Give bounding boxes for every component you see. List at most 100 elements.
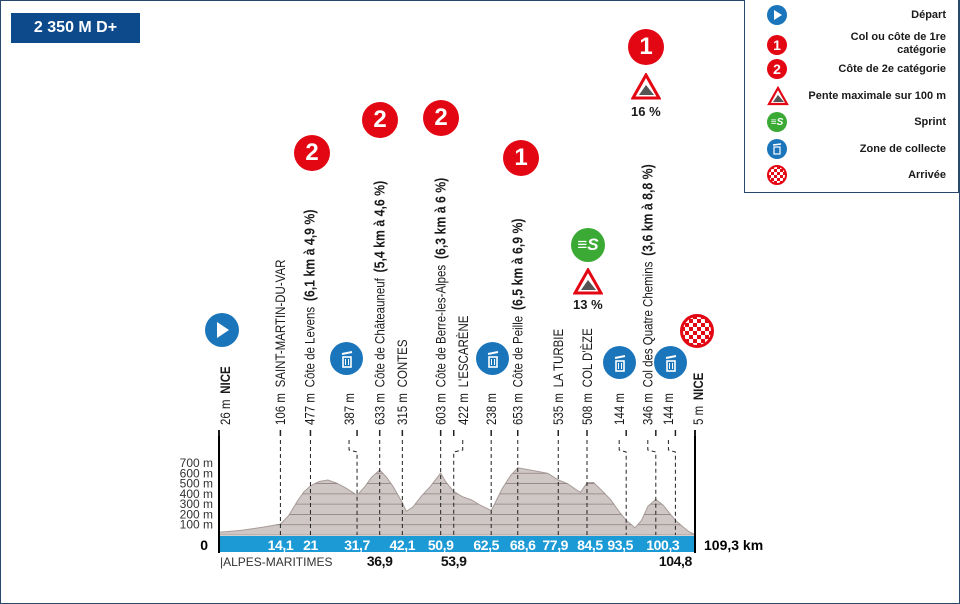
waypoint-altitude: 422 m [454,393,471,425]
max-slope-value: 13 % [573,297,603,312]
waypoint-dashed-line [453,440,464,535]
waypoint-altitude: 5 m [690,405,706,425]
waypoint-dashed-line [348,440,358,535]
y-tick-label: 700 m [180,456,213,470]
climb-cat1-icon: 1 [767,35,787,55]
waypoint-name: LA TURBIE [550,328,567,388]
climb-cat2-icon: 2 [423,100,459,136]
waypoint-altitude: 603 m [432,393,449,425]
waypoint-label-text: 633 m Côte de Châteauneuf (5,4 km à 4,6 %) [370,181,389,425]
legend-item-cat1: 1 Col ou côte de 1re catégorie [745,31,958,59]
legend-item-slope: Pente maximale sur 100 m [745,86,958,106]
km-label: 68,6 [510,537,536,553]
waypoint-altitude: 346 m [639,393,656,425]
waypoint-altitude: 477 m [301,393,318,425]
max-slope-icon [573,268,603,295]
waypoint-label-text: 5 m NICE [689,367,707,425]
collection-zone-icon [476,342,509,375]
collection-zone-icon [767,139,787,159]
km-label: 14,1 [268,537,294,553]
waypoint-name: Côte de Châteauneuf [371,278,388,388]
elevation-gain-badge: 2 350 M D+ [11,13,140,43]
y-tick-label: 100 m [180,518,213,532]
y-tick-label: 200 m [180,507,213,521]
waypoint-name: L'ESCARÈNE [454,315,471,388]
km-label: 62,5 [473,537,499,553]
km-label: 53,9 [441,553,467,569]
waypoint-name: NICE [690,372,706,401]
max-slope-icon [767,86,789,106]
km-label: 93,5 [607,537,633,553]
waypoint-altitude: 106 m [272,393,289,425]
distance-band [219,536,695,552]
km-label: 77,9 [542,537,568,553]
waypoint-altitude: 144 m [660,393,677,425]
y-tick-label: 600 m [180,466,213,480]
waypoint-altitude: 508 m [578,393,595,425]
legend-label: Côte de 2e catégorie [838,62,946,75]
waypoint-name: CONTES [394,339,411,388]
km-label: 36,9 [367,553,393,569]
km-label: 31,7 [344,537,370,553]
finish-icon [767,165,787,185]
legend-label: Col ou côte de 1re catégorie [850,31,946,56]
waypoint-altitude: 387 m [341,393,358,425]
waypoint-label-text: 477 m Côte de Levens (6,1 km à 4,9 %) [301,210,320,425]
climb-cat2-icon: 2 [767,59,787,79]
climb-cat2-icon: 2 [294,135,330,171]
waypoint-altitude: 535 m [550,393,567,425]
y-tick-label: 400 m [180,487,213,501]
waypoint-dashed-line [618,440,627,535]
climb-cat1-icon: 1 [503,140,539,176]
waypoint-label-text: 144 m [659,387,677,425]
legend-item-finish: Arrivée [745,165,958,185]
legend-label: Arrivée [908,168,946,181]
waypoint-name: Côte de Berre-les-Alpes [432,264,449,388]
legend-label: Zone de collecte [859,142,946,155]
climb-detail: (6,1 km à 4,9 %) [301,209,319,302]
climb-detail: (6,5 km à 6,9 %) [509,218,527,311]
y-tick-label: 500 m [180,477,213,491]
waypoint-altitude: 653 m [509,393,526,425]
waypoint-altitude: 26 m [217,399,233,425]
collection-zone-icon [330,342,363,375]
waypoint-name: SAINT-MARTIN-DU-VAR [272,259,289,388]
waypoint-label-text: 508 m COL D'ÈZE [578,322,596,425]
climb-cat1-icon: 1 [628,29,664,65]
waypoint-label-text: 653 m Côte de Peille (6,5 km à 6,9 %) [508,219,527,425]
start-icon [767,5,787,25]
waypoint-altitude: 633 m [371,393,388,425]
waypoint-label-text: 603 m Côte de Berre-les-Alpes (6,3 km à 6 … [431,178,450,425]
waypoint-altitude: 238 m [483,393,500,425]
km-label: 84,5 [577,537,603,553]
sprint-icon: ≡S [767,112,787,132]
waypoint-label-text: 144 m [610,387,628,425]
waypoint-altitude: 315 m [394,393,411,425]
waypoint-name: NICE [217,366,233,394]
waypoint-label-text: 315 m CONTES [393,334,411,425]
waypoint-label-text: 387 m [340,387,358,425]
legend-label: Pente maximale sur 100 m [808,89,946,102]
km-label: 42,1 [390,537,416,553]
max-slope-icon [631,73,661,100]
start-icon [205,313,239,347]
km-label: 50,9 [428,537,454,553]
waypoint-name: Côte de Levens [301,306,318,388]
legend-label: Sprint [914,115,946,128]
y-tick-label: 300 m [180,497,213,511]
legend-item-cat2: 2 Côte de 2e catégorie [745,59,958,79]
legend-label: Départ [911,8,946,21]
km-label: 21 [303,537,318,553]
waypoint-label-text: 346 m Col des Quatre Chemins (3,6 km à 8,8… [638,164,657,425]
legend-item-collection: Zone de collecte [745,139,958,159]
waypoint-label-text: 535 m LA TURBIE [549,323,567,425]
legend-item-sprint: ≡S Sprint [745,112,958,132]
waypoint-name: Col des Quatre Chemins [639,261,656,388]
km-label: 104,8 [659,553,693,569]
climb-detail: (6,3 km à 6 %) [432,177,450,260]
max-slope-value: 16 % [631,104,661,119]
climb-detail: (3,6 km à 8,8 %) [639,164,657,256]
collection-zone-icon [603,346,636,379]
climb-cat2-icon: 2 [362,102,398,138]
